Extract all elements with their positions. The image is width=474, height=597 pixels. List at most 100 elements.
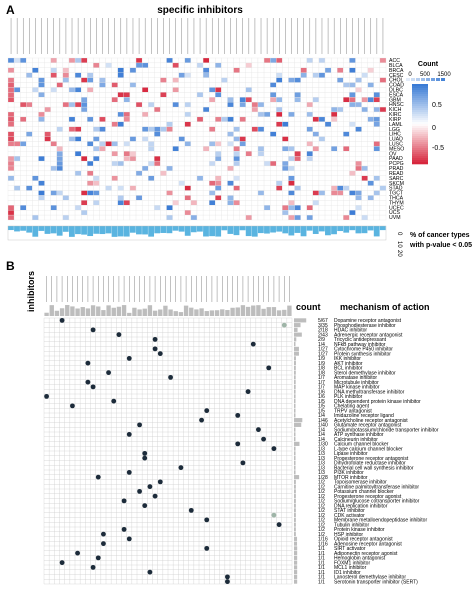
heatmap-cell <box>68 205 76 211</box>
heatmap-cell <box>190 116 198 122</box>
heatmap-cell <box>349 82 356 88</box>
legend-color-scale <box>406 78 445 165</box>
heatmap-cell <box>87 200 94 206</box>
heatmap-cell <box>117 210 124 216</box>
heatmap-cell <box>288 72 295 78</box>
heatmap-cell <box>343 77 350 83</box>
heatmap-cell <box>117 175 124 181</box>
heatmap-cell <box>87 92 94 98</box>
heatmap-cell <box>330 131 338 137</box>
heatmap-cell <box>324 87 332 93</box>
heatmap-cell <box>154 146 161 152</box>
heatmap-cell <box>50 87 57 93</box>
heatmap-cell <box>160 136 167 142</box>
mechanism-count: 1/40 <box>318 423 328 429</box>
heatmap-cell <box>209 141 216 147</box>
heatmap-cell <box>7 136 15 142</box>
heatmap-cell <box>190 82 198 88</box>
heatmap-cell <box>99 190 106 196</box>
heatmap-cell <box>337 151 344 157</box>
heatmap-cell <box>270 111 277 118</box>
heatmap-cell <box>202 214 210 221</box>
heatmap-cell <box>276 97 283 103</box>
heatmap-row-label: KICH <box>389 107 402 113</box>
heatmap-cell <box>87 116 94 122</box>
heatmap-cell <box>263 141 271 147</box>
heatmap-cell <box>282 151 289 157</box>
heatmap-cell <box>50 151 57 157</box>
heatmap-cell <box>105 210 112 216</box>
heatmap-cell <box>355 62 362 68</box>
heatmap-cell <box>99 210 106 216</box>
heatmap-cell <box>38 170 45 176</box>
heatmap-cell <box>379 82 387 88</box>
matrix-top-bars <box>44 305 292 316</box>
heatmap-cell <box>343 185 350 191</box>
heatmap-cell <box>343 121 350 127</box>
count-bar <box>294 403 296 408</box>
heatmap-cell <box>148 156 155 162</box>
marginal-bar <box>355 226 362 234</box>
heatmap-column-labels <box>10 18 384 54</box>
count-bar <box>294 517 296 522</box>
heatmap-cell <box>361 205 368 211</box>
heatmap-cell <box>111 121 118 127</box>
mechanism-count: 1/5 <box>318 399 325 405</box>
mechanism-count: 1/1 <box>318 575 325 581</box>
heatmap-cell <box>166 170 173 176</box>
mechanism-count: 1/46 <box>318 418 328 424</box>
heatmap-cell <box>32 195 39 201</box>
legend-color-step <box>412 94 428 97</box>
heatmap-cell <box>257 151 265 157</box>
legend-color-step <box>412 104 428 107</box>
matrix-dot <box>101 531 106 537</box>
heatmap-cell <box>349 126 356 132</box>
heatmap-cell <box>288 106 295 113</box>
heatmap-cell <box>13 165 21 172</box>
heatmap-cell <box>276 121 283 127</box>
heatmap-cell <box>123 72 131 78</box>
marginal-bar <box>14 226 20 232</box>
heatmap-cell <box>257 77 265 83</box>
heatmap-cell <box>129 200 137 206</box>
top-bar <box>240 305 246 316</box>
heatmap-cell <box>257 121 265 127</box>
count-bar <box>294 579 298 584</box>
matrix-dot <box>59 560 65 566</box>
heatmap-cell <box>245 200 253 206</box>
heatmap-cell <box>141 165 149 172</box>
heatmap-cell <box>50 102 57 108</box>
heatmap-cell <box>282 195 289 201</box>
heatmap-cell <box>32 116 39 122</box>
heatmap-cell <box>379 92 387 98</box>
heatmap-cell <box>227 205 234 211</box>
heatmap-cell <box>68 82 76 88</box>
heatmap-cell <box>294 121 301 127</box>
heatmap-cell <box>141 102 149 108</box>
mechanism-label: IKK inhibitor <box>334 356 361 362</box>
count-bar <box>294 532 296 537</box>
mechanism-count: 1/1 <box>318 556 325 562</box>
heatmap-cell <box>202 136 210 142</box>
heatmap-cell <box>209 195 216 201</box>
heatmap-cell <box>26 111 33 118</box>
heatmap-cell <box>74 151 82 157</box>
heatmap-cell <box>270 170 277 176</box>
heatmap-cell <box>245 77 253 83</box>
mechanism-label: CDK activator <box>334 513 365 519</box>
heatmap-cell <box>318 136 326 142</box>
heatmap-cell <box>202 180 210 186</box>
heatmap-cell <box>105 102 112 108</box>
heatmap-cell <box>111 185 118 191</box>
heatmap-cell <box>190 97 198 103</box>
heatmap-cell <box>294 62 301 68</box>
heatmap-cell <box>26 67 33 73</box>
heatmap-cell <box>343 92 350 98</box>
heatmap-cell <box>68 62 76 68</box>
heatmap-cell <box>312 87 320 93</box>
heatmap-cell <box>300 111 307 118</box>
heatmap-cell <box>221 214 228 221</box>
marginal-bar <box>154 226 161 234</box>
heatmap-cell <box>7 116 15 122</box>
heatmap-cell <box>135 180 143 186</box>
